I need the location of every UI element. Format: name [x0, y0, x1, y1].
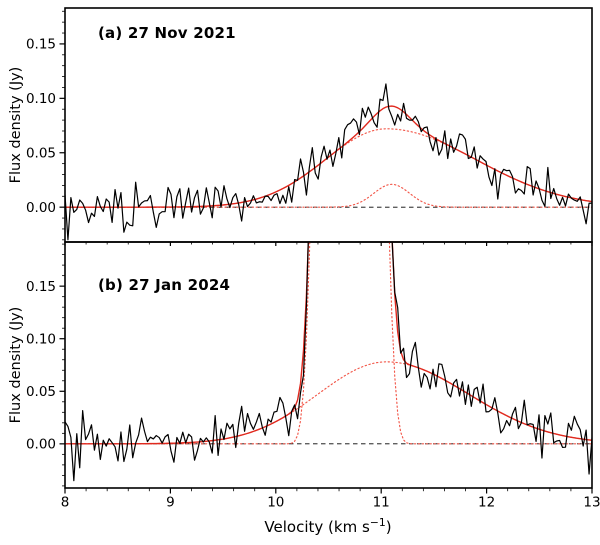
y-tick-label: 0.10: [26, 332, 56, 348]
y-tick-label: 0.10: [26, 91, 56, 107]
y-tick-label: 0.05: [26, 384, 56, 400]
panel-b-frame: [64, 241, 593, 489]
y-tick-label: 0.15: [26, 37, 56, 53]
y-axis-label-panel-b: Flux density (Jy): [8, 306, 24, 424]
x-tick-label: 8: [61, 495, 70, 511]
y-tick-label: 0.00: [26, 437, 56, 453]
y-tick-label: 0.05: [26, 146, 56, 162]
panel-b-plot-area: [65, 242, 592, 482]
panel-b-label: (b) 27 Jan 2024: [98, 276, 231, 294]
x-axis-label-text: Velocity (km s: [264, 518, 370, 536]
panel-a-label: (a) 27 Nov 2021: [98, 24, 236, 42]
x-tick-label: 9: [166, 495, 175, 511]
x-axis-label-close: ): [385, 518, 392, 536]
x-tick-label: 13: [583, 495, 600, 511]
x-axis-label-superscript: −1: [369, 516, 386, 529]
y-tick-label: 0.15: [26, 279, 56, 295]
y-tick-label: 0.00: [26, 200, 56, 216]
x-tick-label: 12: [478, 495, 495, 511]
x-tick-label: 10: [267, 495, 284, 511]
x-tick-label: 11: [373, 495, 390, 511]
y-axis-label-panel-a: Flux density (Jy): [8, 66, 24, 184]
panel-a-plot-area: [65, 83, 592, 241]
x-axis-label: Velocity (km s−1): [264, 516, 391, 536]
